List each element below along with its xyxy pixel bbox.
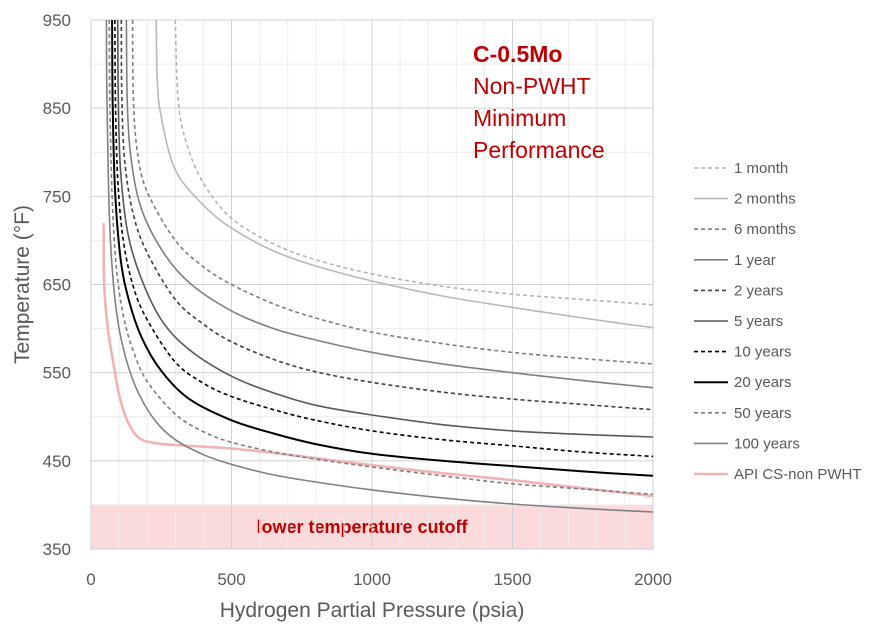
legend-item: 20 years: [694, 374, 792, 391]
cutoff-band-label: lower temperature cutoff: [256, 517, 468, 537]
legend-item: 5 years: [694, 313, 783, 330]
x-axis-title: Hydrogen Partial Pressure (psia): [220, 599, 525, 622]
annotation-line: Non-PWHT: [473, 73, 591, 99]
x-tick-label: 500: [217, 570, 245, 589]
legend-item: API CS-non PWHT: [694, 466, 862, 483]
series-line-2-months: [155, 19, 654, 329]
legend-label: 6 months: [734, 221, 796, 238]
legend-label: 100 years: [734, 435, 800, 452]
y-tick-label: 550: [43, 364, 71, 383]
y-tick-label: 950: [43, 11, 71, 30]
annotation-line: Performance: [473, 137, 605, 163]
annotation-title: C-0.5Mo: [473, 41, 562, 67]
chart-annotation: C-0.5Mo Non-PWHT Minimum Performance: [473, 41, 605, 163]
series-line-50-years: [108, 19, 654, 496]
legend-label: 1 month: [734, 160, 788, 177]
legend-label: 2 months: [734, 191, 796, 208]
series-line-1-month: [174, 19, 654, 306]
series-line-5-years: [116, 19, 654, 438]
series-line-2-years: [120, 19, 654, 411]
series-line-100-years: [105, 19, 654, 513]
legend-label: API CS-non PWHT: [734, 466, 862, 483]
legend-item: 6 months: [694, 221, 796, 238]
x-tick-label: 1500: [494, 570, 532, 589]
series-line-api-cs-non-pwht: [102, 222, 654, 498]
legend-item: 100 years: [694, 435, 800, 452]
axis-layer: 350 450 550 650 750 850 950 0 500 1000 1500 2000 Hyd…: [11, 11, 672, 622]
legend-label: 10 years: [734, 344, 792, 361]
legend-item: 1 year: [694, 252, 776, 269]
legend-item: 2 years: [694, 282, 783, 299]
series-layer: [102, 19, 654, 513]
legend-label: 1 year: [734, 252, 776, 269]
series-line-6-months: [131, 19, 654, 365]
series-line-10-years: [114, 19, 654, 458]
series-line-20-years: [111, 19, 654, 477]
y-tick-label: 850: [43, 99, 71, 118]
legend-item: 2 months: [694, 191, 796, 208]
y-tick-label: 450: [43, 452, 71, 471]
annotation-line: Minimum: [473, 105, 566, 131]
series-line-1-year: [125, 19, 654, 389]
legend-item: 50 years: [694, 405, 792, 422]
legend-item: 10 years: [694, 344, 792, 361]
legend-item: 1 month: [694, 160, 788, 177]
x-tick-label: 0: [86, 570, 95, 589]
y-tick-label: 350: [43, 540, 71, 559]
y-tick-label: 650: [43, 276, 71, 295]
legend-label: 5 years: [734, 313, 783, 330]
legend-label: 50 years: [734, 405, 792, 422]
y-axis-title: Temperature (°F): [11, 205, 34, 364]
legend-label: 2 years: [734, 282, 783, 299]
legend-label: 20 years: [734, 374, 792, 391]
legend: 1 month 2 months 6 months 1 year 2 years 5 ye…: [694, 160, 862, 483]
y-tick-label: 750: [43, 187, 71, 206]
x-tick-label: 1000: [353, 570, 391, 589]
x-tick-label: 2000: [634, 570, 672, 589]
